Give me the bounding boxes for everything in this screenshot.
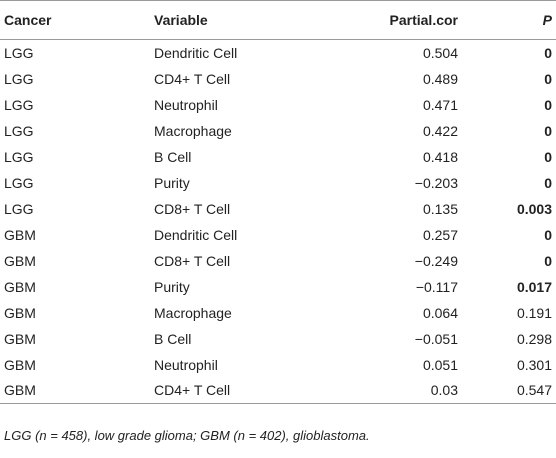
table-row: GBM CD4+ T Cell 0.03 0.547	[0, 377, 556, 404]
table-header: Cancer Variable Partial.cor P	[0, 0, 556, 40]
header-cancer: Cancer	[0, 0, 150, 40]
table-row: GBM CD8+ T Cell −0.249 0	[0, 248, 556, 274]
cell-cancer: LGG	[4, 44, 34, 61]
cell-p-value: 0	[544, 122, 552, 139]
cell-partial-cor: 0.064	[422, 304, 458, 321]
cell-partial-cor: 0.418	[422, 148, 458, 165]
cell-partial-cor: 0.051	[422, 356, 458, 373]
cell-p-value: 0.017	[516, 278, 552, 295]
cell-partial-cor: 0.135	[422, 200, 458, 217]
table-row: GBM Dendritic Cell 0.257 0	[0, 222, 556, 248]
cell-variable: Macrophage	[154, 304, 232, 321]
table-row: GBM Neutrophil 0.051 0.301	[0, 352, 556, 378]
table-row: LGG Macrophage 0.422 0	[0, 118, 556, 144]
cell-variable: Neutrophil	[154, 96, 218, 113]
cell-variable: Purity	[154, 278, 190, 295]
cell-variable: CD4+ T Cell	[150, 377, 328, 404]
header-variable: Variable	[150, 0, 328, 40]
cell-cancer: GBM	[4, 226, 36, 243]
cell-cancer: LGG	[4, 70, 34, 87]
cell-p-value: 0.003	[516, 200, 552, 217]
cell-variable: Neutrophil	[154, 356, 218, 373]
cell-p-value: 0	[544, 226, 552, 243]
cell-p-value: 0	[544, 70, 552, 87]
cell-cancer: GBM	[4, 252, 36, 269]
cell-partial-cor: 0.471	[422, 96, 458, 113]
cell-p-value: 0.298	[516, 330, 552, 347]
cell-p-value: 0	[544, 148, 552, 165]
cell-variable: CD4+ T Cell	[154, 70, 231, 87]
cell-cancer: GBM	[4, 304, 36, 321]
table-row: GBM Purity −0.117 0.017	[0, 274, 556, 300]
cell-variable: Purity	[154, 174, 190, 191]
cell-partial-cor: −0.117	[415, 278, 458, 295]
cell-partial-cor: 0.422	[422, 122, 458, 139]
cell-p-value: 0.191	[516, 304, 552, 321]
header-partial-cor: Partial.cor	[328, 0, 462, 40]
cell-cancer: LGG	[4, 174, 34, 191]
cell-cancer: GBM	[4, 278, 36, 295]
table-row: LGG Purity −0.203 0	[0, 170, 556, 196]
table-row: LGG CD8+ T Cell 0.135 0.003	[0, 196, 556, 222]
cell-cancer: LGG	[4, 200, 34, 217]
cell-variable: Dendritic Cell	[154, 226, 238, 243]
cell-p-value: 0.547	[462, 377, 556, 404]
cell-variable: CD8+ T Cell	[154, 200, 231, 217]
cell-partial-cor: 0.03	[328, 377, 462, 404]
cell-cancer: GBM	[0, 377, 150, 404]
cell-p-value: 0.301	[516, 356, 552, 373]
table-row: GBM B Cell −0.051 0.298	[0, 326, 556, 352]
table-row: LGG B Cell 0.418 0	[0, 144, 556, 170]
cell-p-value: 0	[544, 174, 552, 191]
cell-partial-cor: 0.489	[422, 70, 458, 87]
table-row: LGG Neutrophil 0.471 0	[0, 92, 556, 118]
cell-variable: B Cell	[154, 148, 192, 165]
table-body: LGG Dendritic Cell 0.504 0 LGG CD4+ T Ce…	[0, 40, 556, 404]
table-row: LGG CD4+ T Cell 0.489 0	[0, 66, 556, 92]
cell-partial-cor: 0.257	[422, 226, 458, 243]
table-footnote: LGG (n = 458), low grade glioma; GBM (n …	[4, 428, 370, 443]
cell-cancer: LGG	[4, 122, 34, 139]
cell-partial-cor: −0.203	[414, 174, 458, 191]
cell-variable: Macrophage	[154, 122, 232, 139]
cell-cancer: GBM	[4, 330, 36, 347]
cell-variable: B Cell	[154, 330, 192, 347]
cell-partial-cor: 0.504	[422, 44, 458, 61]
cell-p-value: 0	[544, 252, 552, 269]
cell-cancer: GBM	[4, 356, 36, 373]
cell-cancer: LGG	[4, 148, 34, 165]
table-row: LGG Dendritic Cell 0.504 0	[0, 40, 556, 66]
cell-cancer: LGG	[4, 96, 34, 113]
correlation-table: Cancer Variable Partial.cor P LGG Dendri…	[0, 0, 556, 404]
cell-variable: Dendritic Cell	[154, 44, 238, 61]
cell-variable: CD8+ T Cell	[154, 252, 231, 269]
table-row: GBM Macrophage 0.064 0.191	[0, 300, 556, 326]
cell-p-value: 0	[544, 96, 552, 113]
cell-partial-cor: −0.249	[414, 252, 458, 269]
cell-p-value: 0	[544, 44, 552, 61]
header-row: Cancer Variable Partial.cor P	[0, 0, 556, 40]
header-p-value: P	[462, 0, 556, 40]
cell-partial-cor: −0.051	[414, 330, 458, 347]
